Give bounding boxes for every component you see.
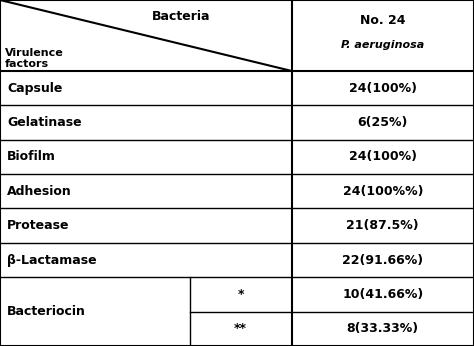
Text: 21(87.5%): 21(87.5%)	[346, 219, 419, 232]
Text: 24(100%): 24(100%)	[349, 151, 417, 163]
Text: Gelatinase: Gelatinase	[7, 116, 82, 129]
Text: Bacteria: Bacteria	[152, 10, 210, 24]
Text: 6(25%): 6(25%)	[357, 116, 408, 129]
Text: Protease: Protease	[7, 219, 70, 232]
Text: 24(100%): 24(100%)	[349, 82, 417, 94]
Text: 8(33.33%): 8(33.33%)	[346, 322, 419, 335]
Text: 22(91.66%): 22(91.66%)	[342, 254, 423, 266]
Text: *: *	[237, 288, 244, 301]
Text: Biofilm: Biofilm	[7, 151, 56, 163]
Text: 24(100%%): 24(100%%)	[343, 185, 423, 198]
Text: Capsule: Capsule	[7, 82, 63, 94]
Text: P. aeruginosa: P. aeruginosa	[341, 40, 424, 50]
Text: Virulence
factors: Virulence factors	[5, 48, 64, 69]
Text: β-Lactamase: β-Lactamase	[7, 254, 97, 266]
Text: **: **	[234, 322, 247, 335]
Text: No. 24: No. 24	[360, 14, 405, 27]
Text: Bacteriocin: Bacteriocin	[7, 305, 86, 318]
Text: 10(41.66%): 10(41.66%)	[342, 288, 423, 301]
Text: Adhesion: Adhesion	[7, 185, 72, 198]
